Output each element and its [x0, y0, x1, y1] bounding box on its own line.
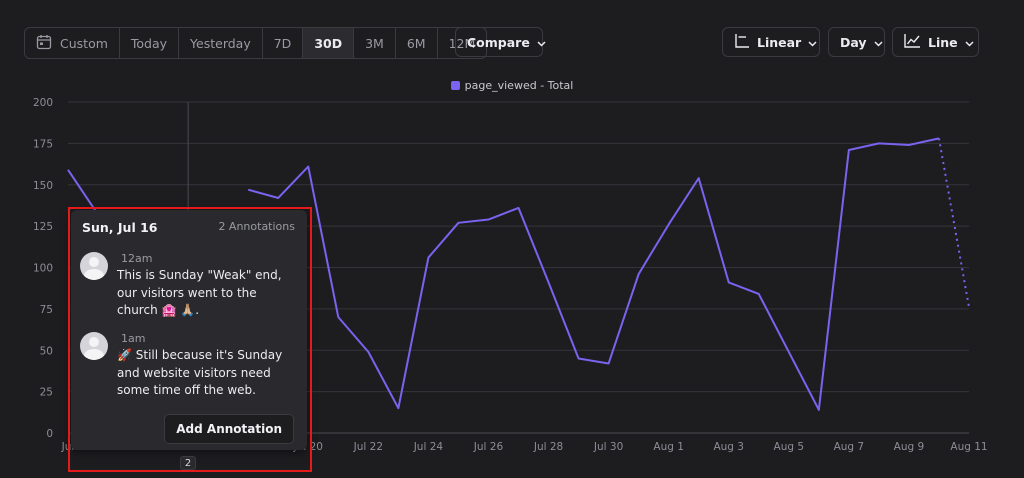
avatar [80, 252, 108, 280]
date-range-selector: Custom Today Yesterday 7D 30D 3M 6M 12M [24, 27, 488, 59]
y-tick-label: 0 [46, 428, 53, 440]
range-7d-button[interactable]: 7D [263, 28, 304, 58]
tooltip-date: Sun, Jul 16 [82, 220, 158, 235]
scale-label: Linear [757, 34, 802, 50]
highlight-box [68, 207, 312, 472]
y-tick-label: 25 [40, 387, 53, 399]
x-tick-label: Aug 5 [774, 441, 805, 453]
legend-label: page_viewed - Total [464, 79, 574, 92]
series-line [247, 137, 940, 411]
range-today-button[interactable]: Today [120, 28, 180, 58]
interval-dropdown[interactable]: Day [828, 27, 885, 57]
y-tick-label: 100 [33, 263, 53, 275]
range-30d-button[interactable]: 30D [303, 28, 355, 58]
chart-type-label: Line [928, 34, 958, 50]
add-annotation-button[interactable]: Add Annotation [164, 414, 294, 444]
legend-swatch [450, 81, 460, 90]
x-tick-label: Jul 30 [593, 441, 623, 453]
custom-range-button[interactable]: Custom [25, 28, 120, 58]
x-tick-label: Jul 22 [353, 441, 383, 453]
range-6m-button[interactable]: 6M [396, 28, 438, 58]
annotation-text: 🚀 Still because it's Sunday and website … [117, 348, 283, 397]
range-3m-button[interactable]: 3M [354, 28, 396, 58]
interval-label: Day [840, 34, 867, 50]
annotation-time: 12am [121, 252, 153, 265]
avatar [80, 332, 108, 360]
x-tick-label: Aug 1 [653, 441, 684, 453]
chart-legend[interactable]: page_viewed - Total [0, 79, 1024, 92]
calendar-icon [36, 34, 52, 53]
y-tick-label: 200 [33, 97, 53, 109]
annotation-time: 1am [121, 332, 146, 345]
chart-type-dropdown[interactable]: Line [892, 27, 979, 57]
x-tick-label: Jul 24 [413, 441, 444, 453]
chevron-down-icon [537, 35, 546, 50]
annotation-text: This is Sunday "Weak" end, our visitors … [117, 268, 282, 317]
y-tick-label: 50 [40, 345, 53, 357]
annotation-count: 2 Annotations [218, 220, 295, 233]
y-tick-label: 75 [40, 304, 53, 316]
scale-dropdown[interactable]: Linear [722, 27, 820, 57]
y-tick-label: 150 [33, 180, 53, 192]
x-tick-label: Aug 9 [894, 441, 925, 453]
x-tick-label: Aug 3 [713, 441, 744, 453]
custom-range-label: Custom [60, 35, 108, 51]
compare-dropdown[interactable]: Compare [455, 27, 546, 57]
y-tick-label: 175 [33, 138, 53, 150]
annotation-marker[interactable]: 2 [180, 456, 196, 470]
x-tick-label: Jul 26 [473, 441, 504, 453]
compare-label: Compare [467, 34, 530, 50]
series-line-incomplete [937, 138, 970, 308]
y-tick-label: 125 [33, 221, 53, 233]
x-tick-label: Jul [61, 441, 75, 453]
line-chart-icon [904, 33, 921, 51]
chevron-down-icon [874, 35, 883, 50]
axis-scale-icon [734, 33, 750, 52]
annotation-tooltip: Sun, Jul 16 2 Annotations 12am This is S… [71, 210, 307, 450]
x-tick-label: Aug 11 [950, 441, 987, 453]
x-tick-label: Jul 28 [533, 441, 563, 453]
chevron-down-icon [965, 35, 974, 50]
chevron-down-icon [808, 35, 817, 50]
range-yesterday-button[interactable]: Yesterday [179, 28, 263, 58]
x-tick-label: Aug 7 [834, 441, 865, 453]
